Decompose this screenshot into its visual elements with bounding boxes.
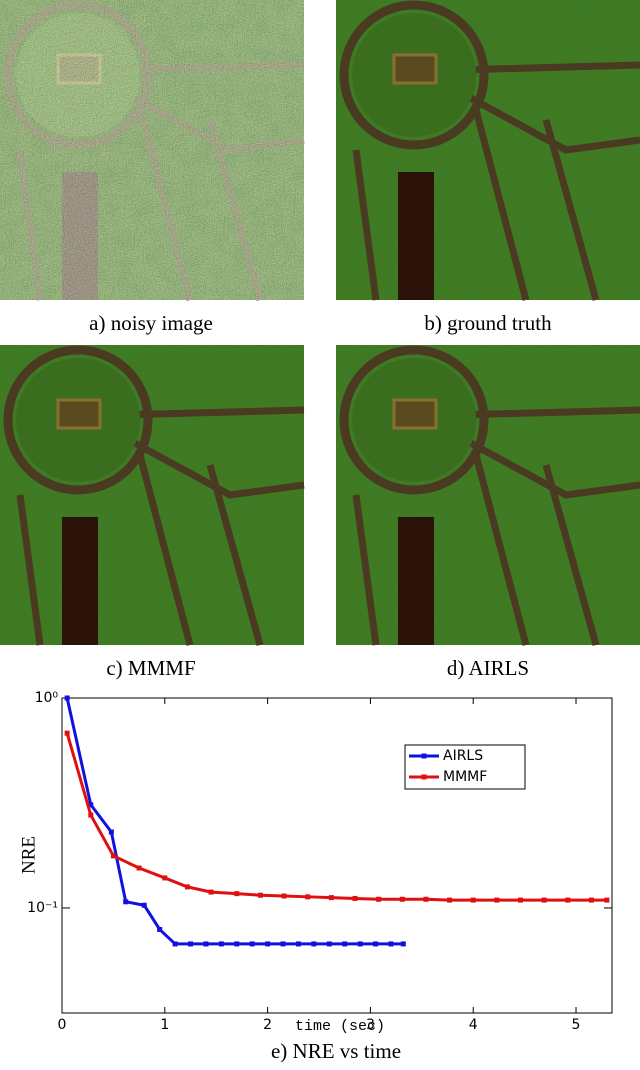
aerial-image [0, 345, 305, 646]
image-noise [0, 0, 304, 300]
data-point [541, 897, 547, 903]
y-axis-label: NRE [18, 836, 39, 874]
legend-label: AIRLS [443, 748, 483, 764]
data-point [108, 829, 114, 835]
data-point [326, 941, 332, 947]
road [352, 406, 640, 646]
data-point [88, 812, 94, 818]
data-point [157, 926, 163, 932]
data-point [357, 941, 363, 947]
data-line [65, 732, 607, 902]
building [56, 398, 102, 430]
data-point [172, 941, 178, 947]
data-point [64, 695, 70, 701]
legend-marker [421, 753, 427, 759]
x-tick-label: 1 [160, 1017, 169, 1033]
x-tick-label: 2 [263, 1017, 272, 1033]
data-point [281, 893, 287, 899]
data-point [208, 889, 214, 895]
data-point [203, 941, 209, 947]
data-point [470, 897, 476, 903]
caption: a) noisy image [89, 311, 213, 335]
data-point [352, 895, 358, 901]
data-point [88, 802, 94, 808]
caption: e) NRE vs time [271, 1039, 401, 1063]
x-axis-label: time (sec) [295, 1018, 385, 1035]
data-point [342, 941, 348, 947]
caption: d) AIRLS [447, 656, 529, 680]
x-tick-label: 3 [366, 1017, 375, 1033]
data-point [110, 853, 116, 859]
y-tick-label: 10⁻¹ [27, 900, 58, 916]
data-line [65, 697, 404, 946]
data-point [234, 941, 240, 947]
x-tick-label: 0 [58, 1017, 67, 1033]
ring-road [3, 345, 153, 495]
legend-box [404, 744, 526, 790]
data-point [218, 941, 224, 947]
aerial-image [336, 0, 640, 301]
data-point [518, 897, 524, 903]
building [392, 398, 438, 430]
data-point [280, 941, 286, 947]
road [352, 61, 640, 301]
ring-road [339, 345, 489, 495]
data-point [141, 902, 147, 908]
data-point [494, 897, 500, 903]
aerial-image [336, 345, 640, 646]
caption: b) ground truth [424, 311, 552, 335]
legend-label: MMMF [443, 769, 487, 785]
data-point [257, 892, 263, 898]
y-tick-label: 10⁰ [35, 690, 59, 706]
data-point [447, 897, 453, 903]
pond [398, 172, 434, 300]
plot-frame [61, 697, 613, 1014]
data-point [376, 896, 382, 902]
data-point [388, 941, 394, 947]
legend-marker [421, 774, 427, 780]
data-point [305, 894, 311, 900]
data-point [123, 899, 129, 905]
road [16, 406, 305, 646]
data-point [136, 865, 142, 871]
data-point [234, 891, 240, 897]
building [392, 53, 438, 85]
data-point [604, 897, 610, 903]
data-point [311, 941, 317, 947]
caption: c) MMMF [106, 656, 195, 680]
data-point [373, 941, 379, 947]
data-point [399, 896, 405, 902]
data-point [162, 875, 168, 881]
data-point [400, 941, 406, 947]
x-tick-label: 5 [572, 1017, 581, 1033]
data-point [184, 884, 190, 890]
data-point [249, 941, 255, 947]
data-point [295, 941, 301, 947]
data-point [423, 896, 429, 902]
data-point [64, 730, 70, 736]
pond [398, 517, 434, 645]
data-point [328, 895, 334, 901]
pond [62, 517, 98, 645]
data-point [188, 941, 194, 947]
data-point [588, 897, 594, 903]
x-tick-label: 4 [469, 1017, 478, 1033]
data-point [265, 941, 271, 947]
ring-road [339, 0, 489, 150]
data-point [565, 897, 571, 903]
aerial-image [0, 0, 305, 301]
